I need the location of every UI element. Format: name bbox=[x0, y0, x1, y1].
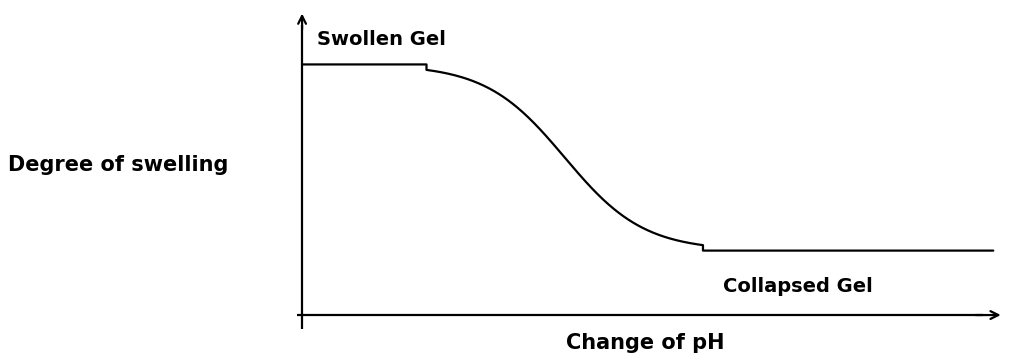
Text: Collapsed Gel: Collapsed Gel bbox=[723, 277, 873, 296]
Text: Change of pH: Change of pH bbox=[566, 333, 724, 353]
Text: Degree of swelling: Degree of swelling bbox=[7, 155, 228, 175]
Text: Swollen Gel: Swollen Gel bbox=[317, 30, 446, 49]
